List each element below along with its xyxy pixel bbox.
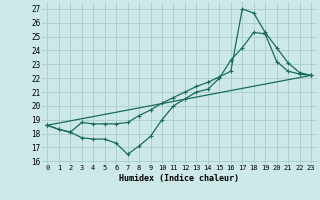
X-axis label: Humidex (Indice chaleur): Humidex (Indice chaleur) xyxy=(119,174,239,183)
